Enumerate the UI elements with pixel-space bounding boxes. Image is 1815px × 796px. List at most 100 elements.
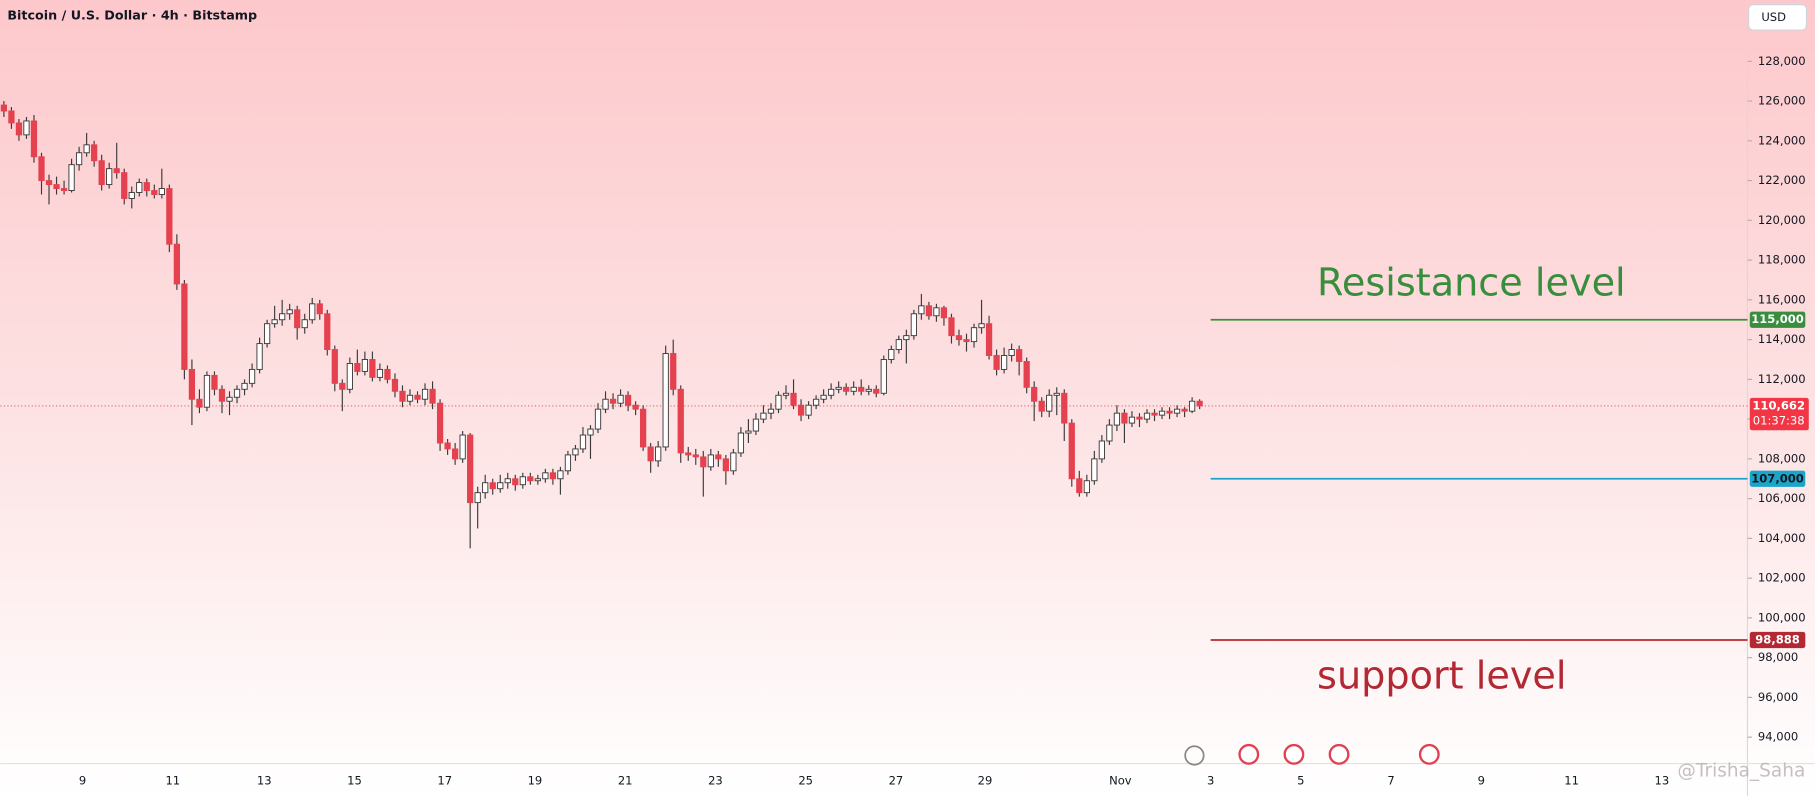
current-price-label: 110,662 [1752,398,1805,412]
candle-body [918,305,925,315]
candle-body [609,398,617,404]
event-icon[interactable] [1184,745,1205,766]
candle-body [421,388,429,400]
candle-body [1053,392,1060,396]
event-icon[interactable] [1283,743,1305,765]
y-tick-label: 98,000 [1758,650,1798,664]
candle-body [527,476,534,482]
candle-body [903,335,910,341]
candle-body [474,492,481,504]
x-tick-label: 27 [889,773,904,787]
current-price-box [1749,397,1809,431]
candle-body [256,343,263,370]
event-icon[interactable] [1418,743,1440,765]
candle-body [640,408,647,448]
candle-body [60,188,68,191]
event-icon[interactable] [1328,743,1350,765]
candle-body [203,374,211,408]
candle-body [271,319,278,325]
y-tick-label: 116,000 [1758,292,1806,306]
level-price-box [1749,311,1806,328]
candle-body [346,363,353,390]
candle-body [279,313,286,321]
candle-body [1181,408,1188,412]
candle-body [1046,394,1053,412]
candle-body [1000,355,1008,370]
candle-body [873,388,880,394]
candle-body [782,392,790,396]
candle-body [1136,416,1143,420]
candle-body [248,368,256,384]
candle-body [797,404,805,416]
level-price-label: 115,000 [1751,312,1804,326]
candle-body [23,120,30,136]
candle-body [166,188,173,245]
candle-body [1091,458,1098,482]
candle-body [767,408,775,414]
candle-body [955,335,963,341]
candle-body [632,404,639,410]
candle-body [98,160,105,186]
x-tick-label: 9 [79,773,86,787]
candle-body [376,368,384,378]
chart-title: Bitcoin / U.S. Dollar · 4h · Bitstamp [7,8,257,23]
candle-body [226,396,233,402]
currency-button[interactable] [1748,4,1808,31]
candle-body [294,309,301,329]
candle-body [218,388,226,402]
candle-body [8,110,15,124]
candle-body [534,478,541,482]
level-price-label: 107,000 [1751,471,1804,485]
y-tick-label: 104,000 [1758,531,1806,545]
candle-body [91,144,98,162]
candle-body [730,452,737,472]
candles [0,101,1203,549]
candle-body [399,390,406,402]
candle-body [978,323,985,329]
candle-body [579,434,587,450]
level-price-label: 98,888 [1755,633,1800,647]
candle-body [970,327,978,343]
x-tick-label: 17 [437,773,452,787]
candle-body [519,476,526,486]
x-tick-label: 3 [1207,773,1214,787]
candle-body [143,182,150,191]
candle-body [241,382,248,390]
x-tick-label: 15 [347,773,362,787]
candle-body [888,349,895,360]
candle-body [1106,424,1113,442]
candle-body [467,434,474,504]
candle-body [512,478,519,486]
candle-body [459,434,466,460]
candle-body [316,303,323,315]
candle-body [301,319,308,329]
candle-body [617,394,624,404]
candle-body [1076,478,1083,494]
candle-body [30,120,38,158]
candle-body [722,458,729,472]
candle-body [737,432,745,454]
x-tick-label: 11 [1564,773,1579,787]
y-tick-label: 94,000 [1758,730,1798,744]
candle-body [1083,480,1090,494]
y-tick-label: 102,000 [1758,571,1806,585]
candle-body [948,317,955,337]
candle-body [497,482,504,490]
candle-body [624,394,632,406]
candle-body [542,472,549,480]
candle-body [136,182,143,193]
candle-body [1151,412,1158,416]
candle-body [211,374,218,390]
currency-label: USD [1761,10,1786,24]
y-tick-label: 108,000 [1758,451,1806,465]
y-tick-label: 100,000 [1758,610,1806,624]
event-icon[interactable] [1238,743,1260,765]
candle-body [309,303,316,321]
candle-body [1143,412,1151,420]
y-tick-label: 120,000 [1758,213,1806,227]
candle-body [504,478,511,484]
candle-body [196,398,203,408]
x-tick-label: 21 [618,773,633,787]
y-tick-label: 124,000 [1758,133,1806,147]
